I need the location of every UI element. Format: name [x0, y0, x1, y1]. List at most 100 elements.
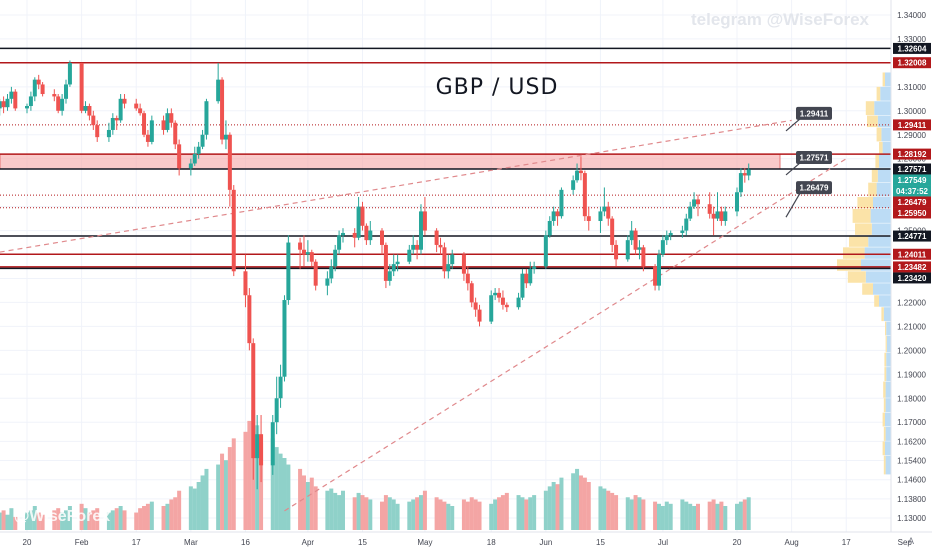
- volume-profile-bar: [879, 141, 883, 154]
- candle-body: [637, 247, 642, 250]
- candle-body: [559, 189, 564, 217]
- candle-body: [64, 84, 69, 99]
- volume-bar: [380, 501, 384, 530]
- volume-bar: [500, 495, 505, 530]
- volume-profile-bar: [885, 381, 891, 398]
- candle-body: [32, 79, 37, 97]
- volume-profile-bar: [879, 153, 891, 168]
- time-tick-label: Aug: [784, 538, 798, 547]
- candle-body: [216, 79, 221, 102]
- candle-body: [746, 169, 751, 176]
- volume-bar: [477, 501, 482, 530]
- volume-profile-bar: [877, 168, 891, 183]
- candle-body: [301, 249, 306, 255]
- volume-profile-bar: [886, 335, 891, 353]
- volume-profile-bar: [847, 271, 866, 283]
- price-tag-label: 1.23482: [898, 263, 927, 272]
- auto-scale-button[interactable]: A: [908, 536, 914, 546]
- volume-profile-bar: [876, 86, 881, 101]
- candle-body: [106, 129, 111, 138]
- candle-body: [9, 91, 14, 99]
- volume-bar: [329, 488, 334, 530]
- candle-body: [504, 304, 509, 308]
- candle-body: [395, 261, 400, 265]
- candle-body: [110, 117, 115, 130]
- volume-profile-bar: [862, 283, 873, 295]
- volume-bar: [602, 488, 607, 530]
- candle-body: [247, 295, 252, 344]
- volume-bar: [723, 506, 728, 530]
- volume-profile-bar: [882, 72, 885, 87]
- volume-bar: [715, 503, 720, 530]
- volume-bar: [395, 503, 400, 530]
- volume-bar: [1, 510, 6, 530]
- volume-bar: [547, 486, 552, 530]
- candle-body: [524, 273, 529, 284]
- candle-body: [738, 173, 743, 193]
- candle-body: [715, 211, 720, 219]
- candle-body: [368, 230, 373, 241]
- candle-body: [555, 211, 560, 217]
- time-tick-label: Jun: [539, 538, 552, 547]
- time-axis-ticks: 20 Feb 17 Mar 16 Apr 15 May 18 Jun 15 Jul 20 Aug 17 Sep: [23, 538, 913, 547]
- volume-profile-bar: [868, 182, 877, 197]
- candle-body: [735, 192, 739, 212]
- volume-bar: [60, 512, 65, 530]
- candle-body: [227, 134, 232, 190]
- candle-body: [364, 225, 369, 241]
- volume-bar: [364, 497, 369, 530]
- candle-body: [356, 206, 361, 238]
- volume-bar: [122, 510, 127, 530]
- candle-body: [528, 268, 533, 284]
- volume-bar: [450, 506, 455, 530]
- volume-profile-bar: [879, 295, 891, 307]
- candle-body: [625, 240, 630, 260]
- candle-body: [571, 180, 576, 190]
- volume-bar: [707, 501, 712, 530]
- callout-pointer: [785, 162, 801, 176]
- price-tick-label: 1.33000: [897, 35, 926, 44]
- time-axis-panel[interactable]: [0, 532, 932, 550]
- candle-body: [610, 218, 615, 245]
- volume-bar: [735, 503, 739, 530]
- volume-bar: [13, 516, 18, 530]
- volume-bar: [32, 506, 37, 530]
- volume-profile-bar: [871, 223, 891, 235]
- volume-bar: [9, 508, 14, 530]
- volume-profile-bar: [884, 352, 887, 367]
- candle-body: [606, 206, 611, 219]
- volume-profile-bar: [873, 283, 891, 295]
- volume-bar: [419, 495, 424, 530]
- candle-body: [598, 211, 603, 221]
- volume-bar: [223, 460, 228, 530]
- volume-bar: [625, 497, 630, 530]
- volume-bar: [520, 497, 525, 530]
- volume-bar: [610, 492, 615, 530]
- volume-bar: [118, 506, 123, 530]
- price-tag-label: 1.27571: [898, 165, 927, 174]
- candle-body: [95, 125, 100, 138]
- trendlines: [0, 119, 847, 512]
- volume-bar: [134, 512, 139, 530]
- time-tick-label: 20: [23, 538, 32, 547]
- price-tag-box: [893, 248, 931, 260]
- candle-body: [305, 252, 310, 255]
- volume-bar: [532, 495, 537, 530]
- time-tick-label: Apr: [302, 538, 315, 547]
- candle-body: [547, 220, 552, 236]
- candle-body: [313, 261, 318, 286]
- volume-profile-bar: [868, 235, 891, 247]
- time-tick-label: Jul: [658, 538, 668, 547]
- volume-bar: [56, 508, 61, 530]
- volume-bar: [188, 486, 193, 530]
- candle-body: [91, 115, 96, 126]
- volume-profile-bar: [881, 127, 891, 142]
- callout-box: [796, 150, 832, 164]
- candle-body: [251, 343, 256, 459]
- volume-bar: [493, 499, 498, 530]
- candle-body: [434, 230, 439, 245]
- time-tick-label: 16: [241, 538, 250, 547]
- volume-bar: [688, 503, 693, 530]
- volume-bar: [668, 503, 673, 530]
